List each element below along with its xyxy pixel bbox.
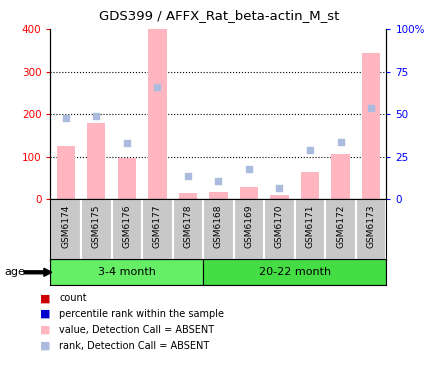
Point xyxy=(276,184,283,190)
Text: GSM6171: GSM6171 xyxy=(305,204,314,248)
Text: ■: ■ xyxy=(39,309,50,319)
Bar xyxy=(111,199,142,260)
Text: percentile rank within the sample: percentile rank within the sample xyxy=(59,309,224,319)
Text: GSM6168: GSM6168 xyxy=(213,204,223,248)
Text: 3-4 month: 3-4 month xyxy=(98,267,155,277)
Point xyxy=(336,139,343,145)
Text: GSM6178: GSM6178 xyxy=(183,204,192,248)
Text: 20-22 month: 20-22 month xyxy=(258,267,330,277)
Text: GSM6176: GSM6176 xyxy=(122,204,131,248)
Text: GSM6173: GSM6173 xyxy=(366,204,374,248)
Bar xyxy=(81,199,111,260)
Text: GSM6172: GSM6172 xyxy=(335,204,344,248)
Bar xyxy=(264,199,294,260)
Text: GSM6175: GSM6175 xyxy=(92,204,101,248)
Text: age: age xyxy=(4,267,25,277)
Point xyxy=(184,173,191,179)
Bar xyxy=(148,29,166,199)
Bar xyxy=(294,199,325,260)
Bar xyxy=(203,259,385,285)
Text: ■: ■ xyxy=(39,293,50,303)
Bar xyxy=(325,199,355,260)
Point xyxy=(62,115,69,121)
Bar xyxy=(331,154,349,199)
Bar xyxy=(355,199,385,260)
Text: GSM6170: GSM6170 xyxy=(274,204,283,248)
Text: value, Detection Call = ABSENT: value, Detection Call = ABSENT xyxy=(59,325,214,335)
Text: GSM6177: GSM6177 xyxy=(152,204,162,248)
Bar xyxy=(209,192,227,199)
Bar xyxy=(178,193,197,199)
Text: ■: ■ xyxy=(39,325,50,335)
Bar xyxy=(50,259,203,285)
Bar xyxy=(203,199,233,260)
Point xyxy=(367,105,374,111)
Point xyxy=(123,141,130,146)
Bar xyxy=(270,195,288,199)
Bar xyxy=(57,146,75,199)
Text: ■: ■ xyxy=(39,340,50,351)
Point xyxy=(92,113,99,119)
Bar xyxy=(142,199,172,260)
Point xyxy=(245,166,252,172)
Text: GSM6174: GSM6174 xyxy=(61,204,70,248)
Bar xyxy=(300,172,318,199)
Bar xyxy=(172,199,203,260)
Text: rank, Detection Call = ABSENT: rank, Detection Call = ABSENT xyxy=(59,340,209,351)
Bar xyxy=(87,123,105,199)
Bar xyxy=(233,199,264,260)
Text: GSM6169: GSM6169 xyxy=(244,204,253,248)
Point xyxy=(306,147,313,153)
Bar xyxy=(361,53,379,199)
Bar xyxy=(239,187,258,199)
Text: GDS399 / AFFX_Rat_beta-actin_M_st: GDS399 / AFFX_Rat_beta-actin_M_st xyxy=(99,9,339,22)
Point xyxy=(153,84,160,90)
Bar xyxy=(50,199,81,260)
Point xyxy=(214,178,221,184)
Bar xyxy=(117,158,136,199)
Text: count: count xyxy=(59,293,87,303)
